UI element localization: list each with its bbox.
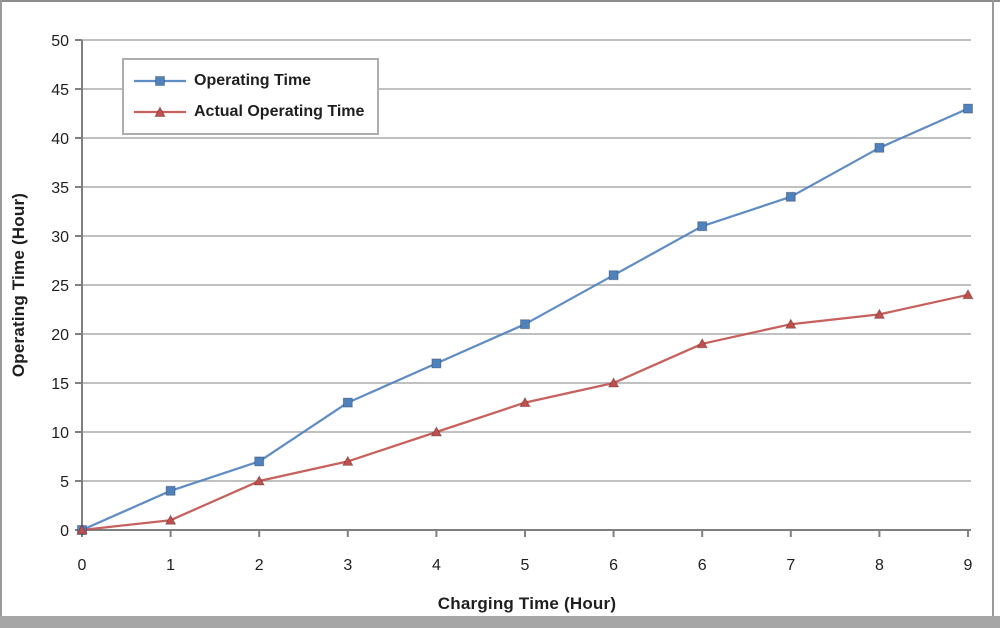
x-tick-label: 6: [698, 557, 707, 574]
y-tick-label: 5: [60, 474, 69, 491]
data-point-marker-actual-operating-time: [696, 337, 709, 349]
data-point-marker-actual-operating-time: [253, 474, 266, 486]
data-point-marker-actual-operating-time: [519, 396, 531, 408]
data-point-marker-operating-time: [697, 221, 708, 232]
x-tick-label: 0: [78, 557, 87, 574]
x-tick-label: 1: [166, 557, 175, 574]
y-tick-label: 30: [51, 229, 69, 246]
data-point-marker-operating-time: [520, 319, 530, 330]
y-tick-label: 15: [51, 376, 69, 393]
series-line-actual-operating-time: [80, 293, 970, 532]
x-tick-label: 4: [432, 557, 441, 574]
x-tick-label: 2: [255, 557, 264, 574]
data-point-marker-operating-time: [342, 397, 353, 408]
data-point-marker-operating-time: [254, 456, 265, 467]
window-border-bottom: [0, 616, 1000, 628]
legend-item-actual-operating-time: Actual Operating Time: [133, 103, 377, 121]
legend-label: Operating Time: [194, 72, 312, 90]
y-tick-label: 20: [51, 327, 69, 344]
y-tick-label: 40: [51, 131, 69, 148]
window-border-right: [992, 0, 994, 628]
legend-marker-square-icon: [134, 76, 186, 87]
y-tick-label: 10: [51, 425, 69, 442]
window-border-left: [0, 0, 2, 628]
x-tick-label: 5: [521, 557, 530, 574]
y-tick-label: 50: [51, 33, 69, 50]
data-point-marker-actual-operating-time: [341, 455, 354, 466]
legend: Operating Time Actual Operating Time: [122, 58, 379, 135]
data-point-marker-actual-operating-time: [873, 308, 886, 319]
legend-marker-triangle-icon: [134, 105, 186, 117]
y-tick-label: 0: [60, 523, 69, 540]
data-point-marker-actual-operating-time: [784, 318, 797, 329]
data-point-marker-operating-time: [431, 358, 442, 369]
legend-item-operating-time: Operating Time: [133, 72, 377, 90]
data-point-marker-actual-operating-time: [430, 425, 443, 437]
y-tick-label: 35: [51, 180, 69, 197]
y-axis-title: Operating Time (Hour): [9, 192, 28, 378]
y-tick-label: 45: [51, 82, 69, 99]
data-point-marker-actual-operating-time: [164, 514, 177, 525]
data-point-marker-operating-time: [874, 142, 885, 153]
data-point-marker-operating-time: [165, 485, 176, 496]
x-axis-title: Charging Time (Hour): [437, 594, 617, 613]
x-tick-label: 7: [786, 557, 795, 574]
x-tick-label: 9: [964, 557, 973, 574]
data-point-marker-actual-operating-time: [607, 376, 620, 388]
x-tick-label: 6: [609, 557, 618, 574]
data-point-marker-operating-time: [963, 103, 973, 114]
data-point-marker-actual-operating-time: [76, 523, 88, 535]
data-point-marker-operating-time: [785, 191, 796, 202]
data-point-marker-actual-operating-time: [962, 288, 974, 300]
y-tick-label: 25: [51, 278, 69, 295]
x-tick-label: 3: [343, 557, 352, 574]
window-border-top: [0, 0, 1000, 2]
data-point-marker-operating-time: [608, 270, 619, 281]
x-tick-label: 8: [875, 557, 884, 574]
legend-label: Actual Operating Time: [194, 102, 365, 120]
